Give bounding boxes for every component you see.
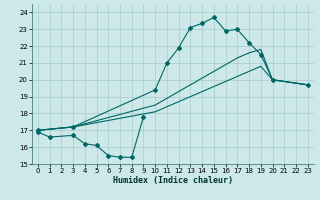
X-axis label: Humidex (Indice chaleur): Humidex (Indice chaleur) xyxy=(113,176,233,185)
